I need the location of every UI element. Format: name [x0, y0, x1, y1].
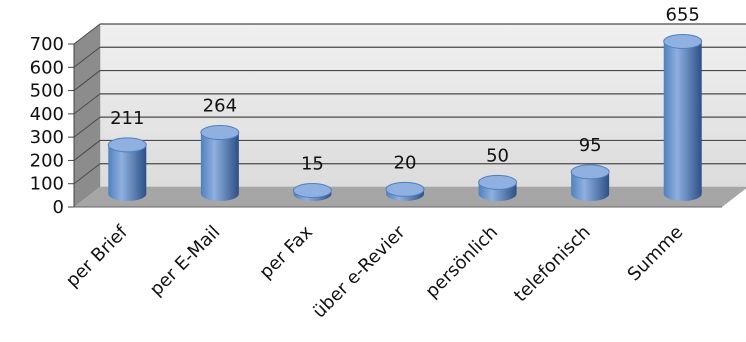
- bar-top: [292, 183, 332, 199]
- gridline-side: [73, 70, 101, 91]
- gridline-side: [73, 46, 101, 68]
- plot-walls: [74, 23, 746, 207]
- gridline-side: [73, 23, 101, 45]
- data-labels: 211 264 15 20 50 95 655: [110, 4, 700, 174]
- bar-top: [107, 137, 147, 153]
- side-wall: [74, 24, 100, 207]
- gridlines: [73, 23, 746, 185]
- data-label: 15: [301, 154, 324, 175]
- bar-body: [108, 144, 147, 202]
- y-tick-label: 500: [30, 81, 64, 102]
- data-label: 20: [394, 152, 417, 173]
- bar-top: [200, 125, 240, 141]
- bar: [292, 183, 332, 201]
- gridline-side: [73, 116, 101, 138]
- bar: [107, 137, 147, 202]
- gridline-side: [73, 140, 101, 161]
- data-label: 95: [579, 135, 602, 156]
- y-tick-label: 600: [30, 57, 64, 78]
- bar: [570, 164, 610, 201]
- category-label: persönlich: [421, 222, 502, 303]
- data-label: 211: [110, 108, 144, 129]
- category-label: über e-Revier: [309, 221, 410, 322]
- bar-top: [663, 33, 703, 49]
- y-tick-label: 400: [30, 104, 64, 125]
- y-tick-label: 0: [53, 197, 64, 218]
- bar-top: [478, 174, 518, 190]
- category-label: per Brief: [62, 221, 132, 291]
- data-label: 264: [203, 96, 237, 117]
- bar-top: [570, 164, 610, 180]
- bar: [200, 125, 240, 201]
- y-tick-label: 300: [30, 127, 64, 148]
- category-label: Summe: [624, 222, 688, 286]
- bar: [663, 33, 703, 201]
- bar-body: [663, 41, 702, 201]
- bar: [478, 174, 518, 201]
- gridline-side: [73, 93, 101, 115]
- data-label: 655: [666, 4, 700, 25]
- category-label: telefonisch: [510, 222, 595, 307]
- bar-body: [571, 171, 610, 201]
- category-label: per E-Mail: [146, 222, 225, 301]
- y-tick-label: 700: [30, 34, 64, 55]
- data-label: 50: [486, 145, 509, 166]
- y-tick-label: 200: [30, 150, 64, 171]
- gridline-side: [73, 163, 101, 185]
- y-tick-label: 100: [30, 174, 64, 195]
- category-label: per Fax: [255, 221, 317, 283]
- bar-top: [385, 181, 425, 197]
- back-wall: [99, 23, 746, 188]
- bar-body: [200, 132, 239, 201]
- bar: [385, 181, 425, 201]
- bars: [107, 33, 703, 202]
